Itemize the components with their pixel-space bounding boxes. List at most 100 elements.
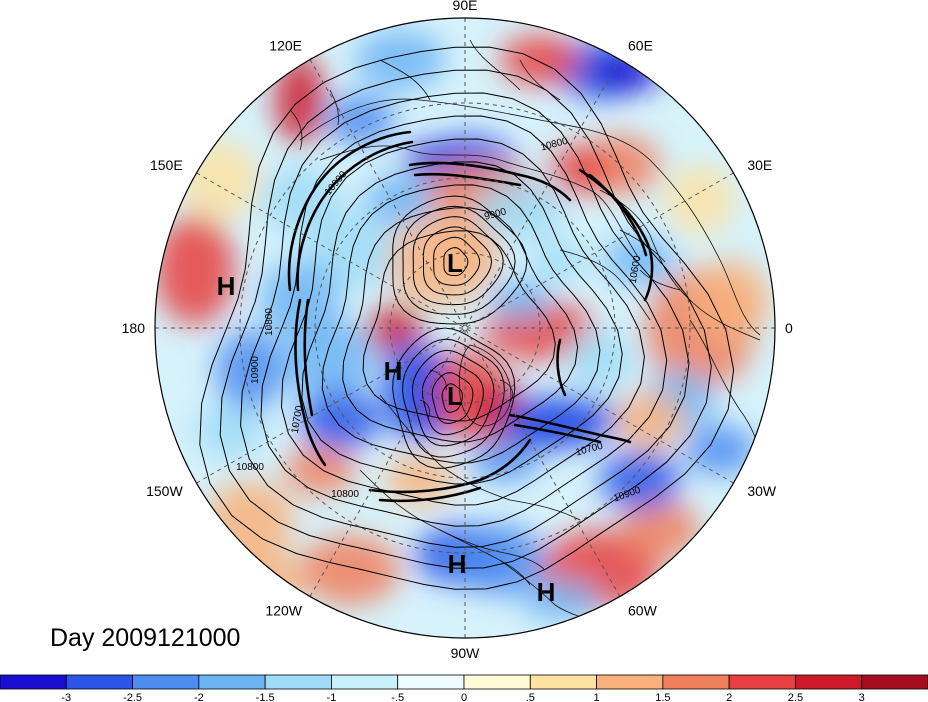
longitude-label: 90E bbox=[453, 0, 478, 13]
anomaly-blob bbox=[565, 330, 635, 390]
high-pressure-center: H bbox=[448, 549, 467, 579]
map-boundary bbox=[154, 17, 776, 639]
longitude-label: 30E bbox=[747, 157, 772, 173]
height-contour bbox=[422, 226, 493, 296]
height-contour bbox=[433, 236, 481, 286]
colorbar-tick-label: 1.5 bbox=[655, 692, 670, 702]
height-contour bbox=[199, 46, 735, 590]
height-contour bbox=[411, 349, 495, 447]
anomaly-blob bbox=[520, 580, 600, 620]
low-pressure-center: L bbox=[447, 381, 463, 411]
contour-label: 10800 bbox=[236, 462, 264, 473]
colorbar-segment bbox=[65, 674, 133, 690]
anomaly-blob bbox=[205, 480, 295, 560]
anomaly-blob bbox=[215, 330, 285, 410]
anomaly-blob bbox=[300, 390, 380, 450]
jet-stream-contour bbox=[413, 172, 522, 187]
height-contour bbox=[421, 360, 484, 436]
anomaly-blob bbox=[690, 260, 770, 340]
jet-streams bbox=[287, 130, 654, 503]
anomaly-blob bbox=[590, 52, 660, 92]
high-pressure-center: H bbox=[537, 577, 556, 607]
colorbar-segment bbox=[0, 674, 67, 690]
height-contour bbox=[443, 247, 469, 277]
jet-stream-contour bbox=[508, 413, 632, 444]
contour-label: 10900 bbox=[250, 356, 261, 384]
anomaly-blob bbox=[285, 445, 355, 495]
longitude-label: 90W bbox=[451, 645, 481, 661]
colorbar-segment bbox=[198, 674, 266, 690]
day-label: Day 2009121000 bbox=[50, 624, 240, 652]
colorbar-segment bbox=[861, 674, 928, 690]
colorbar-segment bbox=[662, 674, 730, 690]
longitude-label: 150E bbox=[150, 157, 183, 173]
colorbar-tick-label: 0 bbox=[461, 692, 467, 702]
colorbar-tick-label: .5 bbox=[526, 692, 535, 702]
height-contour bbox=[219, 69, 712, 569]
height-contour bbox=[392, 195, 528, 325]
anomaly-blob bbox=[215, 550, 305, 610]
contour-label: 10700 bbox=[290, 404, 306, 434]
colorbar-segment bbox=[397, 674, 465, 690]
longitude-label: 120E bbox=[269, 38, 302, 54]
colorbar-tick-label: 1 bbox=[594, 692, 600, 702]
jet-stream-contour bbox=[287, 130, 412, 292]
jet-stream-contour bbox=[378, 486, 482, 503]
longitude-label: 0 bbox=[785, 320, 793, 336]
height-contour bbox=[240, 92, 690, 548]
jet-stream-contour bbox=[513, 423, 602, 444]
jet-stream-contour bbox=[368, 438, 532, 494]
anomaly-blob bbox=[685, 425, 755, 475]
jet-stream-contour bbox=[588, 173, 648, 257]
longitude-label: 30W bbox=[747, 483, 777, 499]
longitude-label: 150W bbox=[146, 483, 183, 499]
colorbar-tick-label: -1 bbox=[327, 692, 337, 702]
anomaly-blob bbox=[300, 535, 400, 605]
colorbar-segment bbox=[596, 674, 664, 690]
colorbar-segment bbox=[264, 674, 332, 690]
height-contour bbox=[260, 115, 668, 527]
height-contour bbox=[342, 207, 579, 443]
anomaly-blob bbox=[665, 165, 735, 235]
jet-stream-contour bbox=[556, 338, 567, 397]
colorbar-tick-label: 3 bbox=[859, 692, 865, 702]
colorbar-segment bbox=[795, 674, 863, 690]
high-pressure-center: H bbox=[384, 356, 403, 386]
longitude-label: 180 bbox=[122, 320, 146, 336]
height-contour bbox=[280, 138, 645, 506]
anomaly-blob bbox=[382, 340, 438, 440]
colorbar-tick-label: 2 bbox=[726, 692, 732, 702]
height-contour bbox=[392, 327, 516, 469]
low-pressure-center: L bbox=[447, 248, 463, 278]
anomaly-blob bbox=[475, 180, 565, 240]
height-contour bbox=[402, 338, 505, 458]
contour-label: 10800 bbox=[264, 308, 275, 336]
colorbar-segment bbox=[529, 674, 597, 690]
anomaly-blob bbox=[600, 450, 680, 510]
colorbar: -3 -2.5 -2 -1.5 -1 -.5 0 .5 1 1.5 2 2.5 3 bbox=[0, 674, 928, 702]
colorbar-tick-label: -2.5 bbox=[123, 692, 142, 702]
colorbar-tick-label: -.5 bbox=[391, 692, 404, 702]
longitude-label: 60W bbox=[628, 602, 658, 618]
colorbar-tick-label: -3 bbox=[61, 692, 71, 702]
height-contours bbox=[199, 46, 735, 590]
height-contour bbox=[412, 216, 504, 306]
pressure-centers: L L H H H H bbox=[217, 248, 556, 607]
jet-stream-contour bbox=[296, 140, 414, 292]
jet-stream-contour bbox=[294, 298, 327, 467]
latitude-circle bbox=[239, 102, 691, 554]
colorbar-segment bbox=[728, 674, 796, 690]
anomaly-blob bbox=[355, 30, 445, 90]
anomaly-blob bbox=[305, 210, 395, 290]
anomaly-blob bbox=[365, 175, 435, 225]
longitude-labels: 90E 60E 30E 0 30W 60W 90W 120W 150W 180 150E 120E bbox=[122, 0, 793, 661]
height-contour bbox=[321, 184, 601, 464]
longitude-label: 60E bbox=[628, 38, 653, 54]
anomaly-blob bbox=[195, 400, 265, 460]
colorbar-segment bbox=[132, 674, 200, 690]
colorbar-segment bbox=[463, 674, 531, 690]
colorbar-tick-label: -2 bbox=[194, 692, 204, 702]
contour-label: 10800 bbox=[331, 489, 359, 500]
longitude-label: 120W bbox=[265, 602, 302, 618]
graticule bbox=[155, 18, 775, 638]
